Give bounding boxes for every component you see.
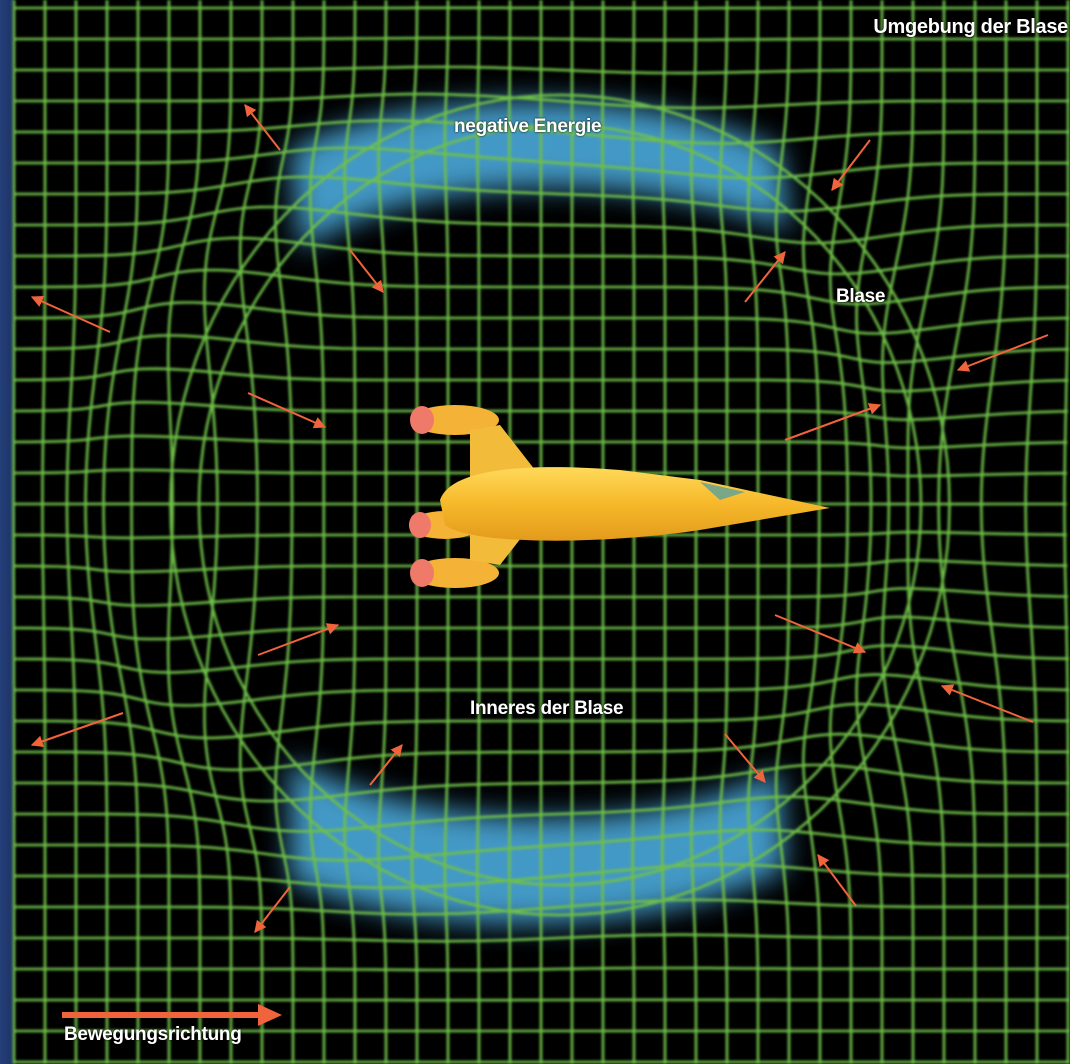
arrow bbox=[247, 392, 327, 429]
grid-line-vertical bbox=[979, 0, 1008, 1064]
grid-line-vertical bbox=[41, 0, 47, 1064]
grid-line-vertical bbox=[1063, 0, 1070, 1064]
arrow bbox=[744, 251, 786, 303]
ship-engine-top bbox=[411, 405, 499, 435]
arrow bbox=[724, 733, 766, 783]
grid-line-horizontal bbox=[14, 863, 1070, 890]
label-bubble-interior: Inneres der Blase bbox=[470, 698, 624, 719]
bubble-wall-ring bbox=[169, 93, 951, 917]
grid-line-vertical bbox=[1024, 0, 1039, 1064]
grid-line-horizontal bbox=[14, 898, 1070, 916]
grid-line-horizontal bbox=[14, 146, 1070, 180]
grid-line-horizontal bbox=[14, 795, 1070, 833]
arrow bbox=[349, 249, 384, 293]
grid-line-horizontal bbox=[14, 301, 1070, 335]
arrow bbox=[784, 403, 882, 441]
arrow bbox=[940, 684, 1034, 723]
grid-line-horizontal bbox=[13, 558, 1068, 574]
arrow-right-icon bbox=[62, 1004, 282, 1026]
grid-line-vertical bbox=[130, 0, 171, 1064]
ship-hull bbox=[440, 467, 830, 541]
grid-line-horizontal bbox=[14, 205, 1070, 245]
grid-line-horizontal bbox=[13, 367, 1069, 393]
arrow bbox=[257, 623, 340, 656]
grid-line-horizontal bbox=[14, 65, 1070, 75]
ship-engine-bottom-nozzle bbox=[410, 559, 434, 587]
grid-line-vertical bbox=[84, 0, 109, 1064]
grid-line-vertical bbox=[203, 0, 233, 1064]
grid-line-vertical bbox=[274, 0, 295, 1064]
grid-line-horizontal bbox=[14, 119, 1070, 145]
grid-line-horizontal bbox=[13, 644, 1070, 674]
bubble-wall-ring bbox=[197, 123, 923, 887]
arrow bbox=[254, 886, 291, 933]
grid-line-horizontal bbox=[14, 268, 1070, 306]
arrow bbox=[817, 854, 857, 907]
grid-line-horizontal bbox=[13, 334, 1070, 364]
grid-line-vertical bbox=[238, 0, 264, 1064]
grid-line-horizontal bbox=[14, 828, 1070, 862]
grid-line-horizontal bbox=[14, 36, 1070, 42]
arrow bbox=[369, 744, 403, 786]
grid-line-vertical bbox=[12, 0, 16, 1064]
grid-line-horizontal bbox=[14, 673, 1070, 707]
grid-line-horizontal bbox=[14, 175, 1070, 213]
grid-line-vertical bbox=[65, 0, 78, 1064]
grid-line-vertical bbox=[937, 0, 977, 1064]
arrow bbox=[831, 139, 871, 191]
arrow bbox=[30, 295, 111, 333]
label-bubble-surroundings: Umgebung der Blase bbox=[873, 16, 1068, 38]
grid-line-horizontal bbox=[14, 236, 1070, 276]
label-bubble: Blase bbox=[836, 286, 886, 307]
grid-line-vertical bbox=[166, 0, 202, 1064]
grid-line-vertical bbox=[802, 0, 822, 1064]
grid-line-horizontal bbox=[13, 401, 1069, 422]
arrow bbox=[244, 104, 281, 151]
ship-engine-middle-nozzle bbox=[409, 512, 431, 538]
arrow bbox=[956, 334, 1049, 372]
ship-cockpit bbox=[700, 482, 745, 500]
label-direction-of-motion: Bewegungsrichtung bbox=[64, 1024, 242, 1045]
arrow bbox=[774, 614, 867, 654]
grid-line-vertical bbox=[343, 0, 357, 1064]
grid-line-vertical bbox=[774, 0, 791, 1064]
grid-line-vertical bbox=[747, 0, 760, 1064]
grid-line-horizontal bbox=[13, 434, 1068, 450]
grid-line-horizontal bbox=[14, 933, 1070, 943]
grid-line-vertical bbox=[309, 0, 326, 1064]
spacetime-grid bbox=[12, 0, 1070, 1064]
grid-line-horizontal bbox=[14, 732, 1070, 772]
force-arrows bbox=[30, 104, 1049, 933]
ship-engine-top-nozzle bbox=[410, 406, 434, 434]
ship-engine-bottom bbox=[411, 558, 499, 588]
grid-line-horizontal bbox=[13, 615, 1069, 641]
grid-line-vertical bbox=[690, 0, 698, 1064]
label-negative-energy: negative Energie bbox=[454, 116, 602, 137]
grid-line-vertical bbox=[377, 0, 388, 1064]
arrow bbox=[30, 712, 124, 748]
grid-line-vertical bbox=[906, 0, 946, 1064]
grid-line-horizontal bbox=[14, 966, 1070, 972]
spaceship-icon bbox=[409, 405, 830, 588]
grid-line-horizontal bbox=[14, 763, 1070, 803]
grid-line-horizontal bbox=[13, 587, 1069, 607]
grid-line-vertical bbox=[881, 0, 915, 1064]
grid-line-vertical bbox=[102, 0, 140, 1064]
grid-line-vertical bbox=[855, 0, 884, 1064]
grid-line-horizontal bbox=[14, 92, 1070, 110]
